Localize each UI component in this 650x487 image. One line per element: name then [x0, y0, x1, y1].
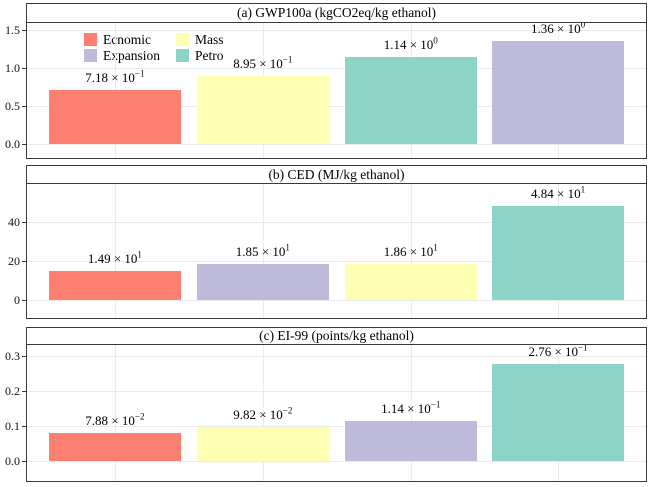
bar-value-label: 7.88 × 10−2	[85, 412, 145, 429]
legend-item-mass: Mass	[176, 32, 224, 47]
y-tick-label: 1.0	[5, 61, 20, 75]
y-tick-mark	[22, 222, 26, 224]
y-tick-mark	[22, 106, 26, 108]
panel-a-y-axis: 0.0 0.5 1.0 1.5	[0, 23, 26, 158]
y-tick-label: 0.2	[5, 383, 20, 398]
panel-a-plot-area: Ecnomic Mass Expansion Petro 7.18 × 10−1…	[26, 23, 647, 159]
horizontal-gridline	[27, 106, 646, 108]
bar-value-label: 1.14 × 10−1	[381, 399, 441, 417]
legend-swatch-expansion	[84, 49, 97, 62]
vertical-gridline	[114, 345, 116, 481]
panel-b-title: (b) CED (MJ/kg ethanol)	[268, 166, 405, 182]
horizontal-gridline	[27, 68, 646, 69]
bar-value-label: 7.18 × 10−1	[85, 68, 145, 85]
panel-c-y-axis: 0.0 0.1 0.2 0.3	[0, 345, 26, 481]
y-tick-label: 0.0	[5, 137, 20, 152]
y-tick-label: 0.0	[5, 454, 20, 469]
bar-petro	[344, 57, 477, 145]
vertical-gridline	[410, 184, 412, 318]
horizontal-gridline	[27, 461, 646, 463]
panel-c-plot-area: 7.88 × 10−2 9.82 × 10−2 1.14 × 10−1 2.76 × …	[26, 345, 647, 482]
legend-swatch-mass	[176, 33, 189, 46]
y-tick-mark	[22, 355, 26, 357]
vertical-gridline	[410, 345, 412, 481]
y-tick-label: 20	[8, 253, 20, 268]
legend-label-petro: Petro	[195, 48, 224, 63]
y-tick-mark	[22, 144, 26, 146]
legend-item-expansion: Expansion	[84, 48, 160, 63]
bar-petro	[492, 364, 625, 461]
panel-row-c: 0.0 0.1 0.2 0.3 (c) EI-99 (points/kg ethano…	[0, 327, 650, 483]
horizontal-gridline	[27, 299, 646, 301]
legend-item-ecnomic: Ecnomic	[84, 32, 160, 47]
bar-mass	[196, 76, 329, 145]
horizontal-gridline	[27, 260, 646, 262]
y-tick-mark	[22, 29, 26, 31]
y-tick-mark	[22, 260, 26, 262]
y-tick-label: 40	[8, 215, 20, 230]
bar-ecnomic	[48, 89, 181, 145]
panel-b-title-strip: (b) CED (MJ/kg ethanol)	[26, 165, 647, 185]
legend-item-petro: Petro	[176, 48, 224, 63]
legend-label-ecnomic: Ecnomic	[103, 32, 151, 47]
bar-value-label: 4.84 × 101	[531, 184, 586, 201]
bar-value-label: 1.86 × 101	[383, 242, 438, 259]
panel-row-b: 0 20 40 (b) CED (MJ/kg ethanol) 1.49 × 101…	[0, 165, 650, 320]
bar-petro	[492, 205, 625, 300]
horizontal-gridline	[27, 390, 646, 392]
bar-mass	[344, 263, 477, 300]
vertical-gridline	[262, 184, 264, 318]
legend-label-mass: Mass	[195, 32, 224, 47]
y-tick-mark	[22, 461, 26, 463]
horizontal-gridline	[27, 355, 646, 357]
y-tick-mark	[22, 425, 26, 427]
panel-c-title-strip: (c) EI-99 (points/kg ethanol)	[26, 327, 647, 346]
y-tick-label: 0.1	[5, 418, 20, 433]
bar-value-label: 2.76 × 10−1	[528, 345, 588, 360]
panel-a-title: (a) GWP100a (kgCO2eq/kg ethanol)	[236, 5, 437, 20]
vertical-gridline	[262, 345, 264, 481]
bar-value-label: 1.85 × 101	[235, 242, 290, 259]
legend-swatch-ecnomic	[84, 33, 97, 46]
bar-value-label: 1.36 × 100	[531, 23, 586, 36]
y-tick-label: 0	[14, 292, 20, 307]
y-tick-mark	[22, 390, 26, 392]
horizontal-gridline	[27, 144, 646, 146]
panel-b-y-axis: 0 20 40	[0, 184, 26, 318]
bar-expansion	[492, 40, 625, 145]
horizontal-gridline	[27, 29, 646, 31]
horizontal-gridline	[27, 425, 646, 427]
bar-value-label: 1.14 × 100	[383, 36, 438, 53]
legend-label-expansion: Expansion	[103, 48, 160, 63]
panel-c-title: (c) EI-99 (points/kg ethanol)	[259, 328, 414, 343]
legend: Ecnomic Mass Expansion Petro	[84, 32, 224, 63]
bar-value-label: 8.95 × 10−1	[233, 54, 293, 72]
bar-expansion	[196, 263, 329, 300]
y-tick-mark	[22, 68, 26, 69]
bar-ecnomic	[48, 270, 181, 300]
y-tick-label: 0.3	[5, 348, 20, 363]
panel-row-a: 0.0 0.5 1.0 1.5 (a) GWP100a (kgCO2eq/kg eth…	[0, 3, 650, 160]
y-tick-label: 0.5	[5, 99, 20, 114]
bar-mass	[196, 426, 329, 461]
bar-value-label: 9.82 × 10−2	[233, 405, 293, 422]
horizontal-gridline	[27, 222, 646, 224]
y-tick-label: 1.5	[5, 22, 20, 37]
panel-b-plot-area: 1.49 × 101 1.85 × 101 1.86 × 101 4.84 × 101	[26, 184, 647, 319]
bar-ecnomic	[48, 433, 181, 461]
panel-a-title-strip: (a) GWP100a (kgCO2eq/kg ethanol)	[26, 3, 647, 24]
bar-expansion	[344, 421, 477, 461]
y-tick-mark	[22, 299, 26, 301]
bar-value-label: 1.49 × 101	[87, 249, 142, 266]
vertical-gridline	[114, 184, 116, 318]
legend-swatch-petro	[176, 49, 189, 62]
